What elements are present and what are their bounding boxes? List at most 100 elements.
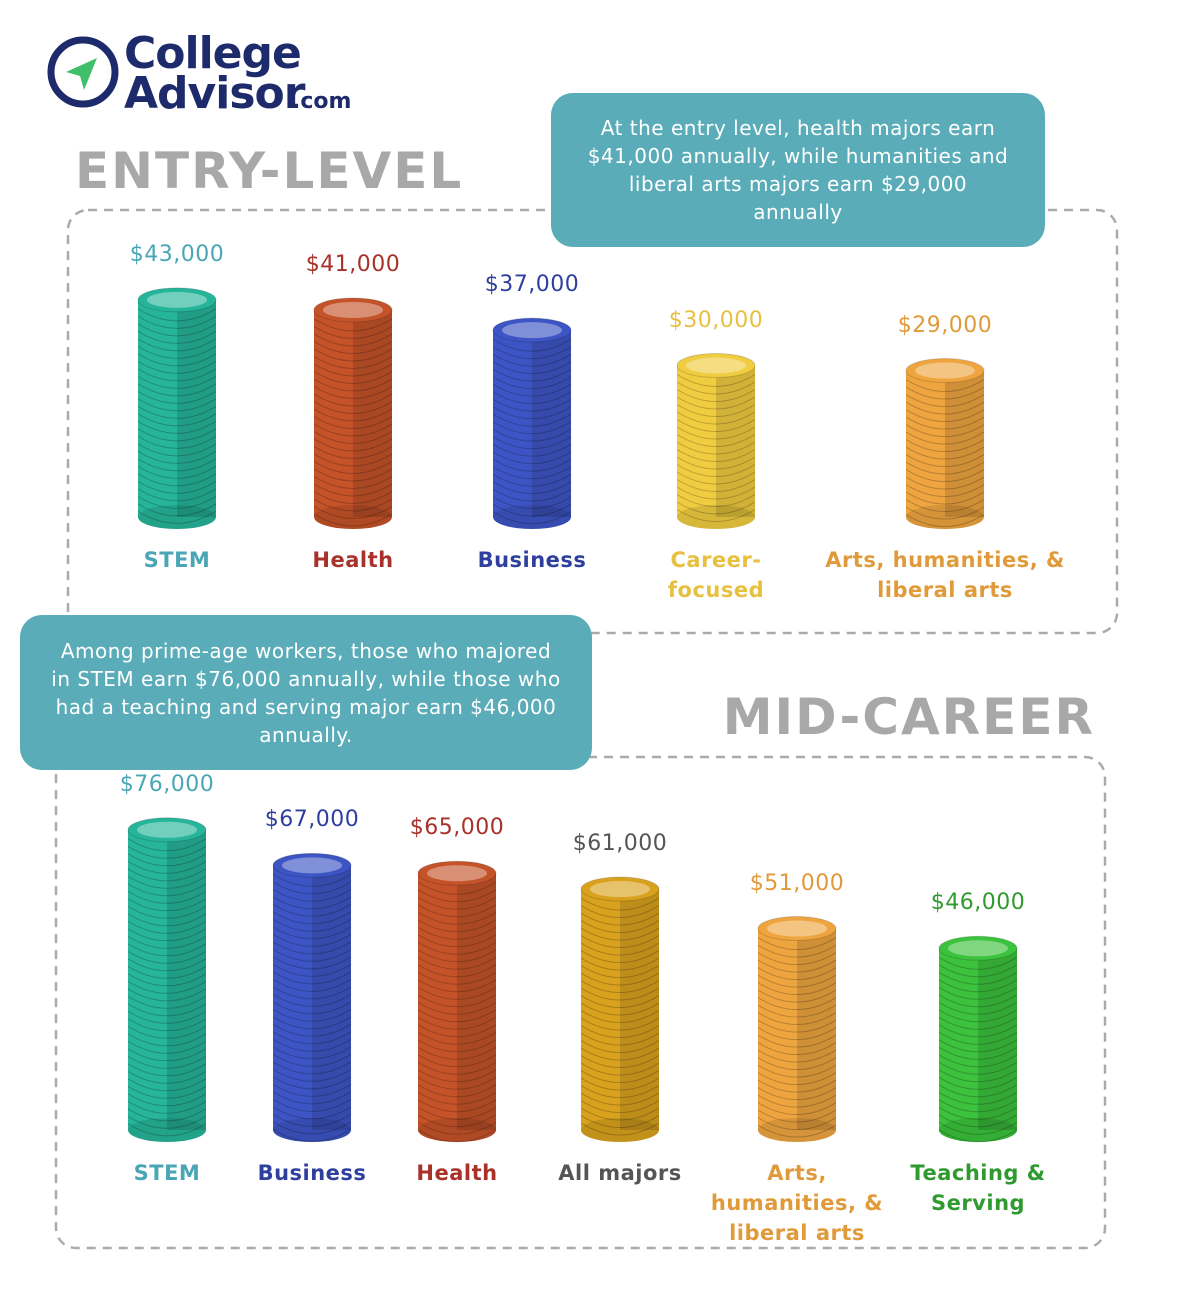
value-label: $30,000 [668,307,764,333]
coin-edge [127,920,207,934]
coin-edge [757,944,837,958]
coin-edge [272,1016,352,1030]
coin-edge [676,464,756,477]
coin-edge [127,1048,207,1062]
coin-stack [272,852,352,1142]
coin-edge [127,1010,207,1024]
coin-edge [137,405,217,419]
coin-edge [492,406,572,420]
coin-edge [417,1061,497,1075]
coin-edge [313,416,393,429]
coin-edge [272,1061,352,1075]
coin-edge [938,1129,1018,1143]
coin-edge [580,1107,660,1121]
coin-body [273,865,351,1130]
coin-edge [127,1115,207,1129]
value-label: $43,000 [129,241,225,267]
coin-edge [492,458,572,472]
coin-bottom-shade [906,505,984,529]
coin-edge [417,1084,497,1098]
coin-edge [938,1024,1018,1038]
coin-edge [272,1091,352,1105]
coin-edge [313,348,393,362]
coin-edge [905,499,985,513]
coin-top-inner [323,301,383,318]
coin-edge [272,1113,352,1127]
coin-edge [127,1108,207,1122]
coin-edge [417,896,497,910]
coin-edge [272,1068,352,1082]
coin-stack [127,817,207,1142]
coin-edge [417,1024,497,1038]
coin-stack [757,916,837,1142]
coin-edge [417,979,497,993]
category-label: Career-focused [667,548,765,602]
coin-edge [492,391,572,405]
coin-bottom-shade [418,1118,496,1142]
coin-edge [580,1100,660,1114]
coin-edge [905,476,985,490]
coin-edge [127,1093,207,1107]
coin-shade [797,928,836,1130]
coin-edge [417,1129,497,1143]
coin-edge [676,509,756,522]
coin-stack [580,876,660,1142]
coin-body [418,873,496,1130]
category-label: Business [257,1161,367,1185]
coin-edge [580,1040,660,1054]
coin-top [272,852,352,878]
coin-edge [137,398,217,412]
coin-body [128,829,206,1130]
coin-bottom-shade [273,1118,351,1142]
coin-edge [492,436,572,450]
coin-edge [905,379,985,393]
coin-edge [938,1016,1018,1030]
coin-bottom-shade [758,1118,836,1142]
coin-edge [417,1031,497,1045]
coin-edge [492,361,572,375]
coin-edge [137,323,217,337]
coin-edge [137,368,217,382]
coin-edge [757,1102,837,1116]
coin-top-inner [686,357,746,374]
coin-bottom-shade [581,1118,659,1142]
coin-edge [313,446,393,459]
coin-edge [757,1034,837,1048]
coin-edge [137,488,217,502]
coin-edge [492,368,572,382]
coin-top [137,287,217,313]
coin-edge [757,1064,837,1078]
coin-edge [492,511,572,525]
category-label: Teaching & Serving [910,1161,1046,1215]
coin-edge [137,308,217,322]
coin-edge [137,480,217,494]
coin-edge [127,988,207,1002]
coin-shade [457,873,496,1130]
coin-edge [676,419,756,432]
category-label: Arts, humanities, & liberal arts [710,1161,884,1245]
coin-edge [905,386,985,400]
coin-edge [272,1083,352,1097]
callout: Among prime-age workers, those who major… [20,615,592,770]
coin-edge [127,958,207,972]
coin-edge [938,1061,1018,1075]
coin-edge [417,1114,497,1128]
value-label: $61,000 [572,831,668,857]
callout: At the entry level, health majors earn $… [551,93,1045,247]
coin-edge [757,1012,837,1026]
coin-edge [272,933,352,947]
coin-edge [757,1019,837,1033]
coin-edge [580,1092,660,1106]
coin-edge [580,980,660,994]
coin-edge [580,920,660,934]
category-label: STEM [143,548,211,572]
coin-edge [580,987,660,1001]
coin-top-inner [502,322,562,339]
coin-edge [905,416,985,430]
coin-stack [938,935,1018,1143]
coin-edge [580,950,660,964]
coin-edge [938,1001,1018,1015]
coin-edge [272,1128,352,1142]
coin-edge [137,465,217,479]
coin-body [314,309,392,517]
